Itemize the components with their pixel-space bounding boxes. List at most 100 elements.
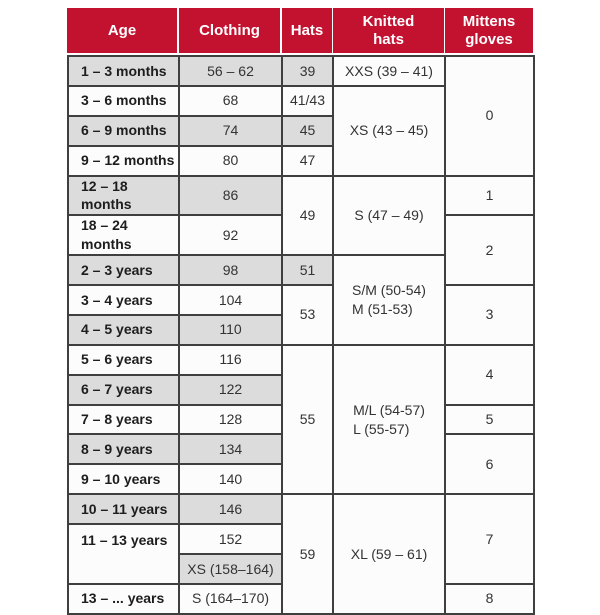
- cell-knitted: XS (43 – 45): [332, 84, 446, 177]
- cell-age: 2 – 3 years: [67, 254, 180, 287]
- cell-hats: 51: [281, 254, 334, 287]
- cell-clothing: 56 – 62: [178, 55, 283, 87]
- cell-text: 74: [222, 122, 239, 139]
- cell-text: XS (43 – 45): [349, 122, 429, 139]
- table-row: 6 – 9 months 74 45: [67, 114, 534, 147]
- cell-text: 8 – 9 years: [81, 440, 153, 457]
- cell-clothing: 146: [178, 493, 283, 526]
- cell-clothing: 116: [178, 343, 283, 376]
- cell-text: 5: [485, 411, 494, 428]
- cell-text: 7 – 8 years: [81, 411, 153, 428]
- cell-text: XL (59 – 61): [350, 545, 428, 562]
- cell-text: 80: [222, 152, 239, 169]
- cell-text: 128: [218, 411, 243, 428]
- cell-text: 49: [299, 206, 316, 223]
- cell-text: 1: [485, 187, 494, 203]
- cell-age: 13 – ... years: [67, 582, 180, 615]
- cell-text: 10 – 11 years: [81, 500, 168, 517]
- cell-text: 104: [218, 291, 243, 308]
- cell-clothing: 104: [178, 284, 283, 316]
- cell-text: 9 – 10 years: [81, 470, 161, 487]
- cell-age: 6 – 9 months: [67, 114, 180, 147]
- cell-hats: 49: [281, 174, 334, 257]
- cell-age: 10 – 11 years: [67, 493, 180, 526]
- cell-text: 3: [485, 306, 494, 323]
- cell-text: 68: [222, 92, 239, 109]
- cell-knitted: XXS (39 – 41): [332, 55, 446, 87]
- cell-text: 5 – 6 years: [81, 351, 153, 368]
- table-row: 3 – 6 months 68 41/43 XS (43 – 45): [67, 84, 534, 177]
- table-row: 9 – 10 years 140: [67, 463, 534, 496]
- cell-text: 6: [485, 455, 494, 472]
- cell-clothing: 122: [178, 373, 283, 406]
- cell-text: 6 – 7 years: [81, 381, 153, 398]
- cell-age: 11 – 13 years: [67, 523, 180, 585]
- cell-hats: 47: [281, 144, 334, 177]
- cell-knitted: S/M (50-54) M (51-53): [332, 254, 446, 346]
- table-row: 3 – 4 years 104 53 3: [67, 284, 535, 346]
- cell-text: 4 – 5 years: [81, 321, 153, 338]
- cell-age: 9 – 12 months: [67, 144, 180, 177]
- column-header-age: Age: [67, 8, 177, 53]
- cell-text: 51: [299, 261, 316, 278]
- cell-text: 13 – ... years: [81, 590, 165, 607]
- cell-age: 8 – 9 years: [67, 433, 180, 466]
- cell-hats: 59: [281, 493, 334, 615]
- column-header-clothing: Clothing: [179, 8, 280, 53]
- cell-knitted: M/L (54-57) L (55-57): [332, 343, 446, 496]
- cell-text: 9 – 12 months: [81, 152, 175, 169]
- table-header: Age Clothing Hats Knitted hats Mittens g…: [67, 8, 533, 53]
- cell-text: 140: [218, 470, 243, 487]
- cell-text: M/L (54-57) L (55-57): [353, 401, 425, 437]
- table-row: XS (158–164): [68, 553, 534, 585]
- table-row: 18 – 24 months 92 2: [67, 214, 535, 287]
- cell-hats: 55: [281, 343, 334, 496]
- cell-clothing: 86: [178, 174, 283, 217]
- cell-hats: 41/43: [281, 84, 334, 117]
- cell-age: 1 – 3 months: [67, 55, 180, 87]
- cell-text: 7: [485, 530, 494, 547]
- cell-text: 56 – 62: [207, 62, 254, 79]
- cell-hats: 45: [281, 114, 334, 147]
- cell-age: 12 – 18 months: [67, 174, 180, 217]
- cell-text: 134: [218, 440, 243, 457]
- cell-hats: 53: [281, 284, 334, 346]
- cell-age: 4 – 5 years: [67, 313, 180, 346]
- cell-text: 6 – 9 months: [81, 122, 167, 139]
- cell-clothing: 152: [178, 523, 283, 556]
- cell-age: 7 – 8 years: [67, 403, 180, 436]
- cell-text: 86: [222, 187, 239, 203]
- cell-text: 11 – 13 years: [81, 532, 168, 549]
- cell-age: 5 – 6 years: [67, 343, 180, 376]
- cell-knitted: S (47 – 49): [332, 174, 446, 257]
- cell-age: 9 – 10 years: [67, 463, 180, 496]
- cell-mittens: 2: [444, 214, 535, 287]
- table-row: 4 – 5 years 110: [67, 313, 534, 346]
- cell-age: 3 – 6 months: [67, 84, 180, 117]
- table-row: 9 – 12 months 80 47: [67, 144, 534, 177]
- cell-text: 0: [485, 107, 494, 124]
- cell-text: S/M (50-54) M (51-53): [352, 282, 426, 317]
- cell-text: 1 – 3 months: [81, 62, 167, 79]
- cell-text: 55: [299, 411, 316, 428]
- table-row: 6 – 7 years 122: [67, 373, 534, 406]
- cell-text: S (47 – 49): [354, 206, 424, 223]
- size-table-grid: 1 – 3 months 56 – 62 39 XXS (39 – 41) 0 3 – 6…: [67, 55, 535, 615]
- cell-clothing: 128: [178, 403, 283, 436]
- cell-mittens: 6: [444, 433, 535, 496]
- cell-mittens: 1: [444, 174, 535, 217]
- cell-age: 6 – 7 years: [67, 373, 180, 406]
- cell-clothing: 80: [178, 144, 283, 177]
- cell-clothing: 134: [178, 433, 283, 466]
- cell-text: 59: [299, 545, 316, 562]
- cell-text: 146: [218, 500, 243, 517]
- table-row: 11 – 13 years 152: [67, 523, 534, 585]
- cell-mittens: 0: [444, 55, 535, 177]
- column-header-knitted-hats: Knitted hats: [333, 8, 444, 53]
- cell-clothing: S (164–170): [178, 582, 283, 615]
- cell-text: 110: [219, 321, 242, 338]
- column-header-hats: Hats: [282, 8, 332, 53]
- cell-mittens: 3: [444, 284, 535, 346]
- cell-text: 41/43: [289, 92, 326, 109]
- cell-text: 8: [485, 590, 494, 607]
